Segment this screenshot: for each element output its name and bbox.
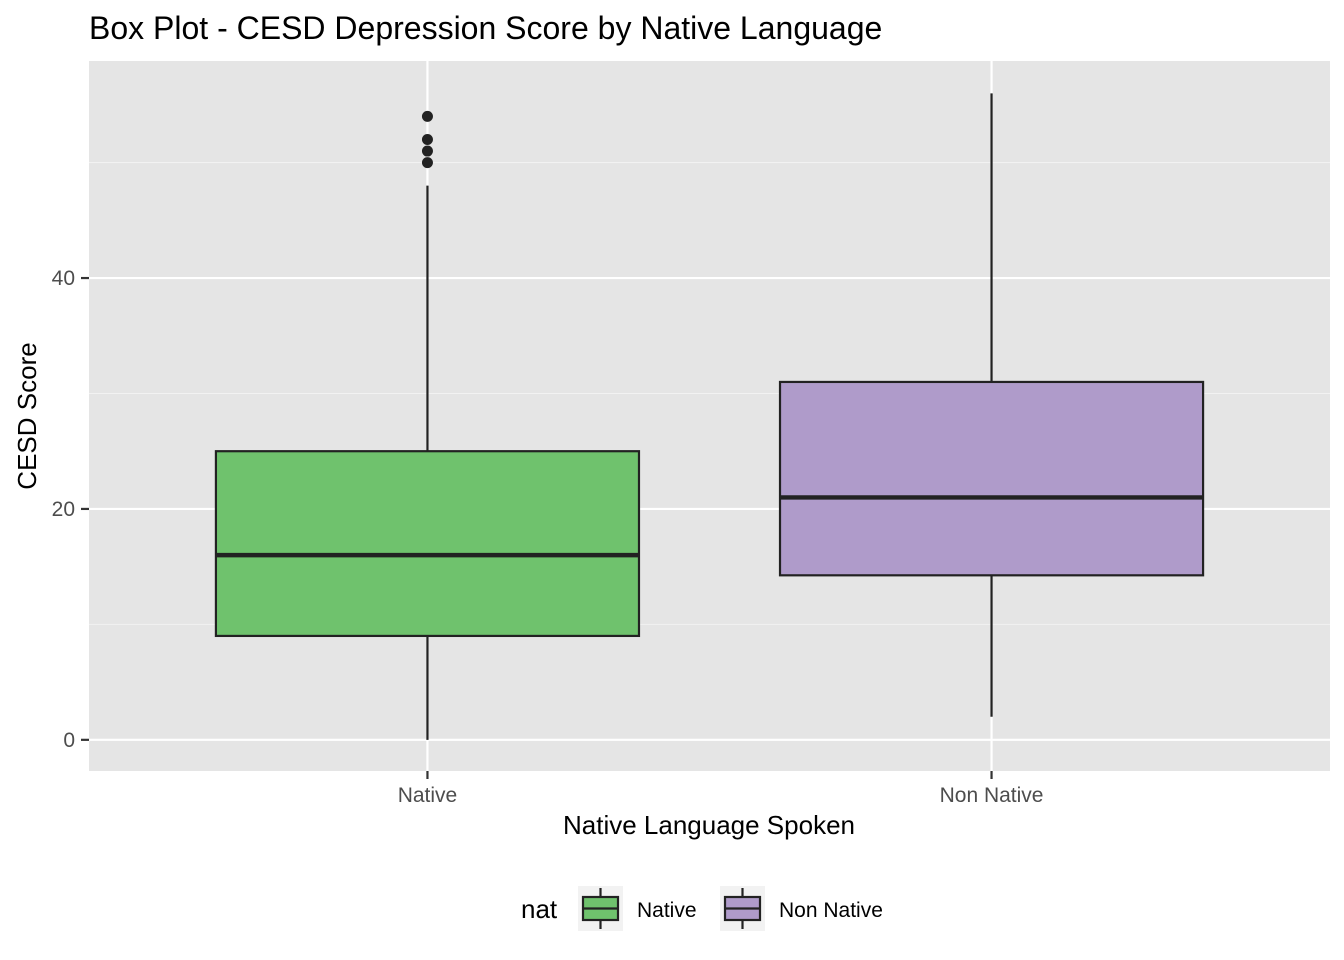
legend-label: Native	[637, 899, 697, 922]
legend: nat Native Non Native	[521, 886, 883, 931]
chart-title: Box Plot - CESD Depression Score by Nati…	[89, 10, 882, 46]
box-iqr	[214, 450, 641, 638]
y-axis-title: CESD Score	[12, 342, 42, 489]
boxes-layer	[214, 93, 1205, 740]
outlier-point	[421, 110, 433, 122]
box-iqr	[778, 380, 1205, 577]
legend-title: nat	[521, 894, 558, 924]
outlier-point	[421, 157, 433, 169]
x-axis-title: Native Language Spoken	[563, 810, 855, 840]
legend-label: Non Native	[779, 899, 883, 922]
axes-layer: 0 20 40 Native Non Native	[52, 267, 1044, 807]
outlier-point	[421, 145, 433, 157]
box-non-native	[778, 93, 1205, 717]
y-tick-label: 40	[52, 267, 75, 290]
outlier-point	[421, 134, 433, 146]
legend-item-non-native: Non Native	[720, 886, 883, 931]
y-tick-label: 20	[52, 498, 75, 521]
legend-item-native: Native	[578, 886, 697, 931]
y-tick-label: 0	[63, 729, 75, 752]
box-native	[214, 110, 641, 740]
x-tick-label: Native	[398, 784, 458, 807]
x-tick-label: Non Native	[940, 784, 1044, 807]
